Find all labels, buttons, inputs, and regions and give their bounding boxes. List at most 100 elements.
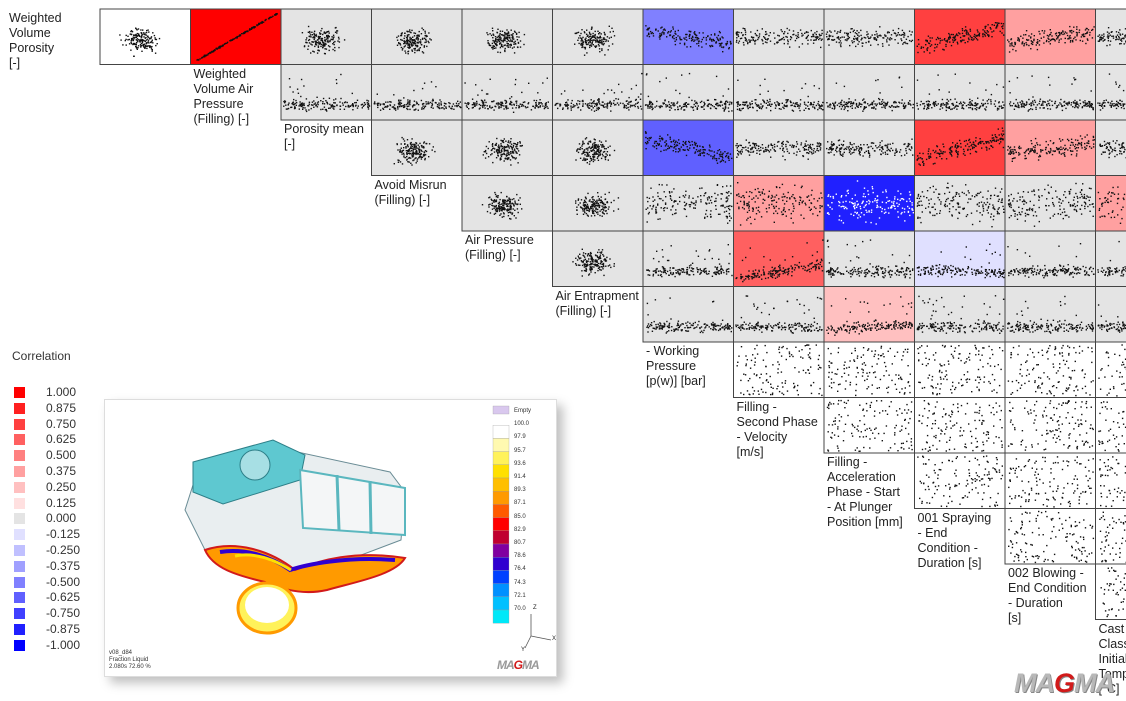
scatter-point xyxy=(360,104,363,106)
scatter-point xyxy=(607,102,609,105)
scatter-point xyxy=(509,102,512,104)
scatter-point xyxy=(839,148,841,150)
scatter-point xyxy=(415,157,417,159)
scatter-point xyxy=(588,107,591,109)
scatter-point xyxy=(739,104,742,106)
scatter-point xyxy=(715,103,717,106)
scatter-point xyxy=(416,147,418,149)
scatter-point xyxy=(784,159,786,161)
scatter-point xyxy=(744,28,746,30)
scatter-point xyxy=(1092,139,1094,141)
scatter-point xyxy=(858,150,860,152)
scatter-point xyxy=(412,153,415,155)
scatter-point xyxy=(868,37,870,40)
scatter-point xyxy=(385,105,387,108)
cell-background xyxy=(914,120,1005,176)
scatter-point xyxy=(1000,133,1003,135)
scatter-point xyxy=(744,31,747,33)
scatter-point xyxy=(423,37,426,39)
scatter-point xyxy=(1092,107,1094,109)
scatter-point xyxy=(797,104,799,106)
scatter-point xyxy=(383,103,385,106)
scatter-point xyxy=(922,103,924,105)
scatter-point xyxy=(742,27,744,30)
scatter-point xyxy=(492,46,494,48)
scatter-point xyxy=(471,104,474,106)
scatter-point xyxy=(712,38,714,41)
scatter-point xyxy=(635,84,637,87)
scatter-point xyxy=(507,151,509,153)
scatter-point xyxy=(559,105,561,107)
scatter-point xyxy=(587,152,589,155)
scatter-point xyxy=(1031,43,1034,46)
scatter-point xyxy=(408,44,411,46)
scatter-point xyxy=(1118,86,1120,88)
scatter-point xyxy=(675,39,678,41)
scatter-point xyxy=(421,37,424,40)
scatter-point xyxy=(413,146,415,149)
scatter-point xyxy=(415,149,418,151)
scatter-point xyxy=(583,54,586,56)
scatter-point xyxy=(452,103,455,105)
scatter-point xyxy=(816,142,819,144)
scatter-point xyxy=(675,89,677,92)
scatter-point xyxy=(495,42,497,45)
scatter-point xyxy=(538,103,540,105)
scatter-point xyxy=(414,152,416,154)
scatter-point xyxy=(973,35,975,38)
scatter-point xyxy=(598,41,600,43)
scatter-point xyxy=(514,83,516,86)
scatter-point xyxy=(957,152,959,155)
scatter-point xyxy=(988,34,990,36)
scatter-point xyxy=(1069,147,1071,149)
scatter-point xyxy=(1074,36,1076,38)
scatter-point xyxy=(870,103,872,105)
scatter-point xyxy=(981,102,983,105)
scatter-point xyxy=(1074,99,1076,102)
scatter-point xyxy=(312,41,314,43)
scatter-point xyxy=(659,34,661,37)
scatter-point xyxy=(789,38,792,41)
scatter-point xyxy=(499,157,502,159)
scatter-point xyxy=(230,40,232,42)
scatter-point xyxy=(508,154,510,156)
scatter-point xyxy=(904,41,906,43)
scatter-point xyxy=(977,34,979,37)
scatter-point xyxy=(613,104,616,106)
scatter-point xyxy=(692,106,694,108)
scatter-point xyxy=(973,38,975,40)
scatter-point xyxy=(910,104,912,106)
scatter-point xyxy=(578,42,580,45)
scatter-point xyxy=(500,149,503,151)
scatter-point xyxy=(644,104,647,106)
scatter-point xyxy=(1058,104,1060,106)
scatter-point xyxy=(904,143,906,145)
scatter-point xyxy=(395,109,397,111)
scatter-point xyxy=(332,34,335,36)
scatter-point xyxy=(926,108,928,110)
scatter-point xyxy=(500,145,502,148)
scatter-point xyxy=(507,44,509,46)
scatter-point xyxy=(293,98,295,101)
scatter-point xyxy=(792,110,795,112)
scatter-point xyxy=(707,104,710,106)
scatter-cell xyxy=(280,64,372,121)
scatter-point xyxy=(411,45,413,47)
scatter-point xyxy=(889,150,891,152)
scatter-point xyxy=(943,39,945,41)
scatter-point xyxy=(400,143,402,145)
scatter-point xyxy=(667,134,669,136)
cell-background xyxy=(552,64,643,120)
scatter-point xyxy=(619,102,622,104)
scatter-point xyxy=(1009,149,1012,151)
scatter-point xyxy=(789,100,792,102)
scatter-point xyxy=(407,146,409,148)
scatter-point xyxy=(438,104,440,106)
scatter-point xyxy=(1024,104,1026,106)
scatter-point xyxy=(430,39,432,41)
scatter-point xyxy=(611,27,613,29)
scatter-point xyxy=(476,100,478,103)
scatter-point xyxy=(599,51,601,53)
scatter-point xyxy=(428,143,431,145)
scatter-point xyxy=(645,25,647,27)
